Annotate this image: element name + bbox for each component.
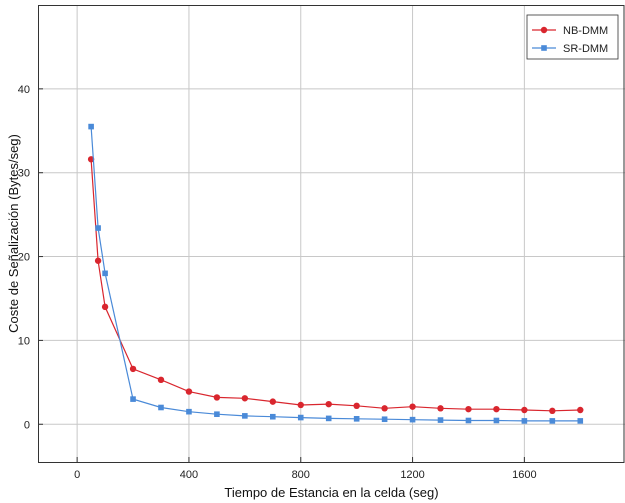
data-point (465, 405, 472, 413)
data-point (325, 400, 332, 408)
data-point (297, 401, 304, 409)
data-point (437, 405, 444, 412)
data-point (409, 403, 416, 410)
series-layer (87, 123, 584, 424)
data-point (269, 398, 276, 405)
y-axis-label: Coste de Señalización (Bytes/seg) (6, 134, 21, 333)
legend-label: SR-DMM (563, 43, 608, 55)
series-line (90, 126, 581, 422)
data-point (381, 405, 388, 412)
data-point (186, 408, 192, 415)
data-point (353, 402, 360, 410)
y-tick-label: 10 (18, 335, 30, 347)
data-point (521, 406, 528, 414)
grid (38, 5, 625, 462)
data-point (325, 415, 332, 422)
data-point (297, 414, 304, 421)
legend-box (526, 14, 619, 60)
data-point (493, 405, 500, 413)
ticks: 0 400 800 1200 1600 0 10 20 30 40 (18, 84, 537, 481)
x-axis-label: Tiempo de Estancia en la celda (seg) (224, 485, 438, 500)
y-tick-label: 0 (24, 419, 30, 431)
x-tick-label: 0 (74, 469, 80, 481)
x-tick-label: 1200 (400, 469, 424, 481)
series-sr-dmm (88, 123, 584, 424)
data-point (549, 418, 556, 424)
data-point (381, 416, 388, 423)
y-tick-label: 20 (18, 252, 30, 264)
data-point (270, 413, 276, 420)
data-point (185, 388, 193, 395)
data-point (129, 365, 137, 373)
y-tick-label: 40 (18, 84, 30, 96)
legend-swatch-marker (541, 45, 547, 51)
data-point (157, 376, 165, 384)
data-point (437, 417, 444, 423)
legend-label: NB-DMM (563, 25, 608, 37)
data-point (130, 396, 136, 402)
data-point (577, 418, 584, 424)
data-point (241, 395, 249, 402)
x-tick-label: 800 (292, 469, 310, 481)
data-point (577, 406, 584, 414)
x-tick-label: 1600 (512, 469, 536, 481)
data-point (158, 404, 164, 411)
data-point (213, 394, 221, 401)
data-point (214, 411, 220, 418)
data-point (101, 303, 109, 311)
data-point (521, 418, 528, 424)
y-tick-label: 30 (18, 168, 30, 180)
data-point (242, 413, 248, 419)
legend: NB-DMM SR-DMM (526, 14, 619, 60)
data-point (353, 416, 360, 422)
x-tick-label: 400 (180, 469, 198, 481)
data-point (95, 225, 101, 231)
legend-item-sr-dmm: SR-DMM (532, 43, 608, 55)
data-point (465, 417, 472, 424)
data-point (409, 416, 416, 423)
legend-swatch-marker (540, 26, 548, 34)
plot-frame (38, 5, 625, 463)
legend-item-nb-dmm: NB-DMM (532, 25, 608, 37)
data-point (493, 417, 500, 424)
series-line (90, 159, 581, 412)
data-point (549, 407, 556, 415)
data-point (94, 257, 102, 264)
data-point (88, 123, 94, 130)
series-nb-dmm (87, 156, 584, 415)
data-point (102, 270, 108, 277)
